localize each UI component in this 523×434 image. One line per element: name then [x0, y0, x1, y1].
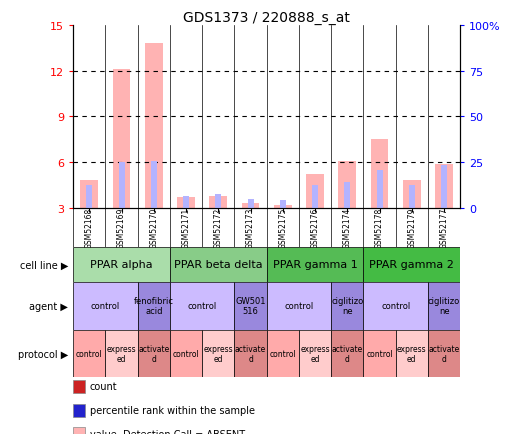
Text: GSM52171: GSM52171	[181, 207, 190, 248]
Bar	[170, 282, 234, 330]
Bar	[202, 330, 234, 378]
Bar	[338, 161, 356, 208]
Bar	[119, 163, 124, 208]
Bar	[331, 330, 363, 378]
Text: fenofibric
acid: fenofibric acid	[134, 296, 174, 316]
Bar	[170, 330, 202, 378]
Bar	[86, 186, 92, 208]
Bar	[138, 282, 170, 330]
Text: control: control	[76, 349, 103, 358]
Bar	[396, 330, 428, 378]
Title: GDS1373 / 220888_s_at: GDS1373 / 220888_s_at	[183, 11, 350, 25]
Text: control: control	[173, 349, 199, 358]
Text: GSM52175: GSM52175	[278, 207, 287, 249]
Text: control: control	[285, 302, 314, 310]
Text: GSM52173: GSM52173	[246, 207, 255, 249]
Bar	[145, 44, 163, 208]
Bar	[183, 196, 189, 208]
Text: GW501
516: GW501 516	[235, 296, 266, 316]
Text: PPAR beta delta: PPAR beta delta	[174, 260, 263, 270]
Text: control: control	[381, 302, 411, 310]
Text: control: control	[91, 302, 120, 310]
Bar	[363, 330, 396, 378]
Text: express
ed: express ed	[397, 344, 427, 363]
Bar	[428, 282, 460, 330]
Text: value, Detection Call = ABSENT: value, Detection Call = ABSENT	[90, 429, 245, 434]
Text: control: control	[269, 349, 296, 358]
Bar	[113, 70, 130, 208]
Text: ciglitizo
ne: ciglitizo ne	[331, 296, 363, 316]
Bar	[428, 330, 460, 378]
Text: control: control	[366, 349, 393, 358]
Bar	[210, 196, 227, 208]
Text: activate
d: activate d	[428, 344, 460, 363]
Text: GSM52177: GSM52177	[440, 207, 449, 249]
Bar	[274, 205, 292, 208]
Bar	[234, 330, 267, 378]
Bar	[280, 201, 286, 208]
Bar	[363, 282, 428, 330]
Bar	[403, 181, 420, 208]
Bar	[81, 181, 98, 208]
Bar	[377, 170, 382, 208]
Bar	[267, 330, 299, 378]
Bar	[151, 161, 157, 208]
Bar	[363, 247, 460, 282]
Bar	[345, 182, 350, 208]
Bar	[170, 247, 267, 282]
Bar	[73, 282, 138, 330]
Text: PPAR alpha: PPAR alpha	[90, 260, 153, 270]
Bar	[242, 204, 259, 208]
Text: express
ed: express ed	[300, 344, 330, 363]
Text: count: count	[90, 381, 118, 391]
Text: agent ▶: agent ▶	[29, 301, 68, 311]
Bar	[73, 247, 170, 282]
Text: PPAR gamma 2: PPAR gamma 2	[369, 260, 454, 270]
Text: activate
d: activate d	[138, 344, 169, 363]
Bar	[177, 197, 195, 208]
Bar	[371, 140, 389, 208]
Bar	[215, 194, 221, 208]
Bar	[299, 330, 331, 378]
Text: GSM52169: GSM52169	[117, 207, 126, 249]
Text: GSM52170: GSM52170	[150, 207, 158, 249]
Text: cell line ▶: cell line ▶	[20, 260, 68, 270]
Text: PPAR gamma 1: PPAR gamma 1	[272, 260, 358, 270]
Text: GSM52174: GSM52174	[343, 207, 352, 249]
Text: express
ed: express ed	[107, 344, 137, 363]
Text: express
ed: express ed	[203, 344, 233, 363]
Bar	[73, 330, 106, 378]
Bar	[267, 282, 331, 330]
Text: GSM52176: GSM52176	[311, 207, 320, 249]
Bar	[248, 199, 254, 208]
Text: activate
d: activate d	[235, 344, 266, 363]
Text: GSM52172: GSM52172	[214, 207, 223, 248]
Text: ciglitizo
ne: ciglitizo ne	[428, 296, 460, 316]
Text: GSM52178: GSM52178	[375, 207, 384, 248]
Bar	[331, 282, 363, 330]
Bar	[306, 175, 324, 208]
Bar	[409, 186, 415, 208]
Text: protocol ▶: protocol ▶	[18, 349, 68, 358]
Bar	[441, 166, 447, 208]
Bar	[234, 282, 267, 330]
Text: activate
d: activate d	[332, 344, 363, 363]
Text: percentile rank within the sample: percentile rank within the sample	[90, 405, 255, 415]
Text: GSM52179: GSM52179	[407, 207, 416, 249]
Bar	[138, 330, 170, 378]
Text: control: control	[188, 302, 217, 310]
Bar	[312, 186, 318, 208]
Bar	[106, 330, 138, 378]
Bar	[267, 247, 363, 282]
Text: GSM52168: GSM52168	[85, 207, 94, 248]
Bar	[435, 164, 453, 208]
